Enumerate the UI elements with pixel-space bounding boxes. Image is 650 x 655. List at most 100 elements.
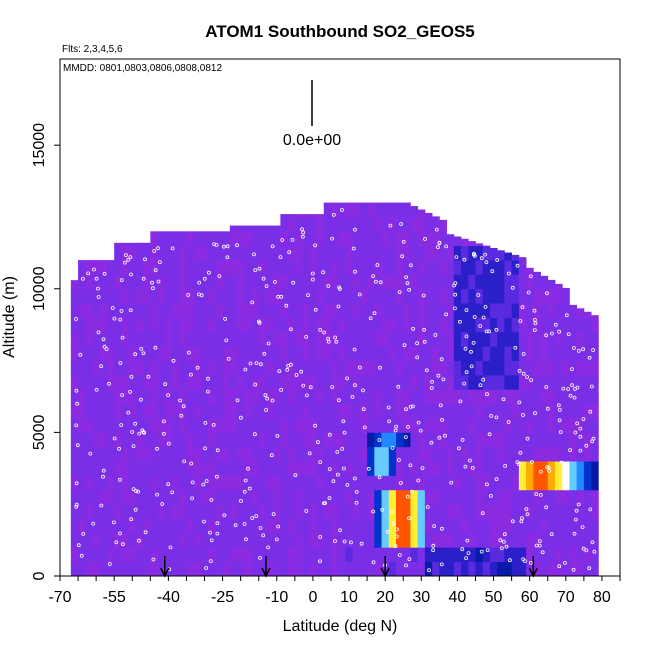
flight-sample-point xyxy=(345,482,350,487)
flight-sample-point xyxy=(437,435,442,440)
flight-sample-point xyxy=(250,300,255,305)
heatmap-cell xyxy=(533,446,541,462)
heatmap-cell xyxy=(114,303,122,318)
heatmap-cell xyxy=(367,317,375,333)
flight-sample-point xyxy=(92,267,96,272)
heatmap-cell xyxy=(504,518,513,534)
heatmap-cell xyxy=(150,403,158,419)
heatmap-cell xyxy=(497,475,505,491)
heatmap-cell xyxy=(135,432,144,448)
heatmap-cell xyxy=(114,403,122,419)
heatmap-cell xyxy=(157,532,166,548)
flight-sample-point xyxy=(134,489,138,493)
heatmap-cell xyxy=(562,532,570,548)
heatmap-cell xyxy=(121,245,130,261)
heatmap-cell xyxy=(179,518,187,534)
flight-sample-point xyxy=(204,479,209,483)
heatmap-cell xyxy=(99,504,108,519)
heatmap-cell xyxy=(265,389,274,405)
heatmap-cell xyxy=(489,432,498,448)
heatmap-cell xyxy=(540,374,549,390)
heatmap-cell xyxy=(294,331,303,347)
heatmap-cell xyxy=(446,234,455,247)
flight-sample-point xyxy=(581,546,586,551)
heatmap-cell xyxy=(330,489,339,505)
flight-sample-point xyxy=(375,263,380,267)
heatmap-cell xyxy=(432,432,440,448)
flight-sample-point xyxy=(242,522,247,526)
heatmap-cell xyxy=(424,346,433,361)
flight-sample-point xyxy=(484,329,489,334)
heatmap-cell xyxy=(157,360,166,376)
heatmap-cell xyxy=(172,245,180,261)
heatmap-cell xyxy=(106,374,115,390)
heatmap-cell xyxy=(302,216,310,232)
heatmap-cell xyxy=(576,532,585,548)
flight-sample-point xyxy=(209,497,214,502)
flight-sample-point xyxy=(118,317,123,322)
heatmap-cell xyxy=(287,418,296,433)
heatmap-cell xyxy=(424,331,433,347)
heatmap-cell xyxy=(121,242,130,247)
heatmap-cell xyxy=(287,288,296,304)
flight-sample-point xyxy=(288,362,293,367)
heatmap-cell xyxy=(475,346,484,361)
heatmap-cell xyxy=(511,461,520,476)
heatmap-cell xyxy=(540,360,549,376)
heatmap-cell xyxy=(367,374,375,390)
heatmap-cell xyxy=(294,389,303,405)
heatmap-cell xyxy=(316,461,325,476)
heatmap-cell xyxy=(200,288,209,304)
heatmap-cell xyxy=(453,360,462,376)
flight-sample-point xyxy=(489,413,494,418)
heatmap-cell xyxy=(237,225,245,232)
heatmap-cell xyxy=(215,389,223,405)
heatmap-cell xyxy=(410,331,419,347)
heatmap-cell xyxy=(511,331,520,347)
heatmap-cell xyxy=(489,446,498,462)
heatmap-cell xyxy=(468,547,476,563)
heatmap-cell xyxy=(287,214,296,218)
heatmap-cell xyxy=(381,489,390,505)
heatmap-cell xyxy=(309,504,317,519)
heatmap-cell xyxy=(114,489,122,505)
flight-sample-point xyxy=(429,385,434,390)
heatmap-cell xyxy=(244,303,252,318)
flight-sample-point xyxy=(399,222,404,226)
heatmap-cell xyxy=(374,489,382,505)
heatmap-cell xyxy=(121,446,130,462)
flight-sample-point xyxy=(404,275,409,280)
heatmap-cell xyxy=(208,346,216,361)
heatmap-cell xyxy=(475,547,484,563)
heatmap-cell xyxy=(258,231,267,247)
heatmap-cell xyxy=(70,317,79,333)
heatmap-cell xyxy=(179,274,187,290)
flight-sample-point xyxy=(202,276,207,281)
heatmap-cell xyxy=(258,475,267,491)
heatmap-cell xyxy=(569,475,578,491)
heatmap-cell xyxy=(229,461,238,476)
heatmap-cell xyxy=(70,489,79,505)
flight-sample-point xyxy=(429,440,434,445)
heatmap-cell xyxy=(143,303,151,318)
heatmap-cell xyxy=(468,288,476,304)
flight-sample-point xyxy=(359,541,364,546)
heatmap-cell xyxy=(381,331,390,347)
heatmap-cell xyxy=(489,346,498,361)
heatmap-cell xyxy=(330,418,339,433)
heatmap-cell xyxy=(92,418,101,433)
flight-sample-point xyxy=(195,365,200,370)
heatmap-cell xyxy=(164,245,173,261)
heatmap-cell xyxy=(222,317,231,333)
x-tick-label: 20 xyxy=(376,589,394,606)
heatmap-cell xyxy=(424,303,433,318)
heatmap-cell xyxy=(121,274,130,290)
heatmap-cell xyxy=(309,475,317,491)
heatmap-cell xyxy=(186,504,195,519)
heatmap-cell xyxy=(215,489,223,505)
heatmap-cell xyxy=(374,288,382,304)
flight-sample-point xyxy=(568,448,572,453)
flight-sample-point xyxy=(452,283,457,288)
heatmap-cell xyxy=(85,288,93,304)
heatmap-cell xyxy=(237,403,245,419)
